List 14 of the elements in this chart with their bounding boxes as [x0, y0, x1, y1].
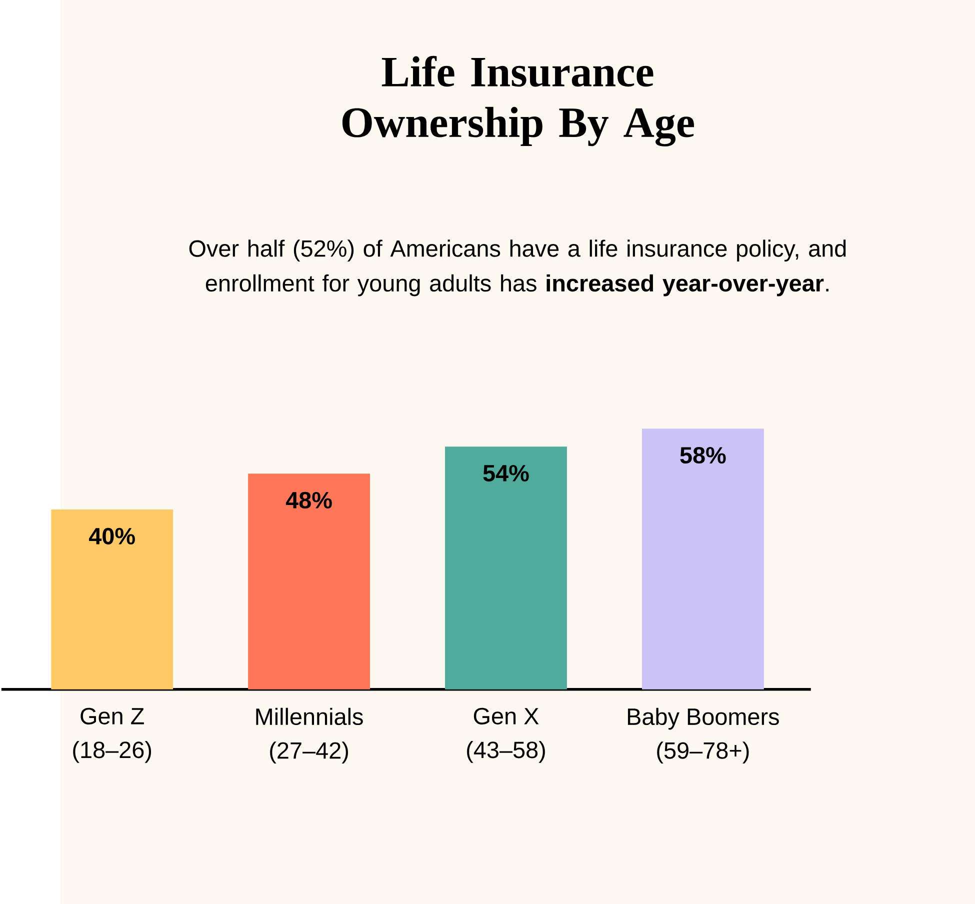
data-label: 58%	[680, 446, 726, 464]
x-tick-label: Gen X (43–58)	[467, 708, 545, 763]
x-tick-label: Baby Boomers (59–78+)	[628, 708, 779, 764]
data-label: 54%	[483, 464, 529, 482]
chart-title: Life Insurance Ownership By Age	[342, 56, 694, 146]
bar	[642, 428, 764, 690]
x-tick-label: Millennials (27–42)	[256, 708, 363, 764]
x-tick-label: Gen Z (18–26)	[73, 708, 152, 763]
bar	[445, 446, 567, 690]
bar	[51, 509, 174, 690]
data-label: 40%	[88, 528, 135, 544]
data-label: 48%	[286, 492, 332, 508]
bar	[248, 474, 370, 690]
chart-subtitle: Over half (52%) of Americans have a life insurance policy, and enrollment for young adults has increased year-over-year.	[189, 240, 846, 296]
